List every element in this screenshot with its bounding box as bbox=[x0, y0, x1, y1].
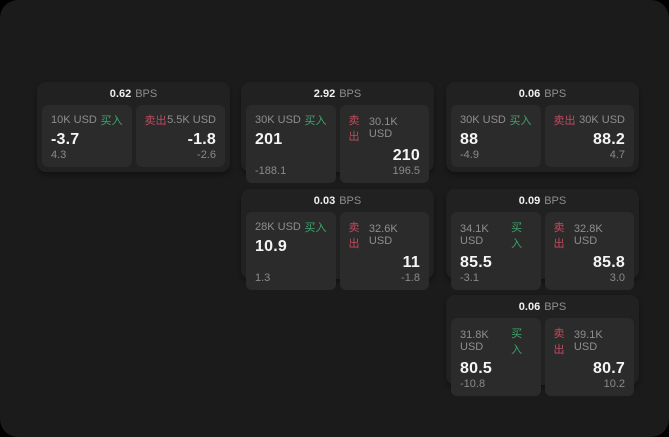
buy-amount: 28K USD bbox=[255, 221, 301, 233]
panels-row: 30K USD 买入 88 -4.9 卖出 30K USD 88.2 4.7 bbox=[446, 105, 639, 172]
bps-unit: BPS bbox=[339, 194, 362, 207]
sell-amount: 30.1K USD bbox=[368, 116, 398, 140]
panels-row: 30K USD 买入 201 -188.1 卖出 30.1K USD 210 1… bbox=[241, 105, 434, 188]
sell-label: 卖出 bbox=[553, 222, 565, 250]
sell-amount: 39.1K USD bbox=[573, 329, 603, 353]
sell-sub-value: -2.6 bbox=[197, 149, 216, 161]
panels-row: 28K USD 买入 10.9 1.3 卖出 32.6K USD 11 -1.8 bbox=[241, 212, 434, 295]
buy-label: 买入 bbox=[509, 115, 532, 127]
sell-amount: 30K USD bbox=[579, 114, 625, 126]
bps-value: 0.62 bbox=[109, 87, 132, 100]
sell-panel[interactable]: 卖出 32.8K USD 85.8 3.0 bbox=[544, 212, 634, 290]
bps-value: 0.06 bbox=[518, 87, 541, 100]
buy-amount: 34.1K USD bbox=[460, 223, 489, 247]
buy-label: 买入 bbox=[304, 115, 327, 127]
panels-row: 31.8K USD 买入 80.5 -10.8 卖出 39.1K USD 80.… bbox=[446, 318, 639, 401]
buy-price: 10.9 bbox=[255, 238, 287, 255]
quote-card: 0.03 BPS 28K USD 买入 10.9 1.3 卖出 32.6K US… bbox=[241, 189, 434, 290]
bps-value: 0.09 bbox=[518, 194, 541, 207]
sell-price: 85.8 bbox=[593, 254, 625, 271]
sell-sub-value: 4.7 bbox=[609, 149, 625, 161]
sell-sub-value: 196.5 bbox=[392, 165, 420, 177]
buy-sub-value: 1.3 bbox=[255, 272, 271, 284]
buy-price: 201 bbox=[255, 131, 283, 148]
card-header: 0.62 BPS bbox=[37, 82, 230, 105]
bps-unit: BPS bbox=[544, 300, 567, 313]
panels-row: 34.1K USD 买入 85.5 -3.1 卖出 32.8K USD 85.8… bbox=[446, 212, 639, 295]
bps-value: 0.03 bbox=[313, 194, 336, 207]
buy-label: 买入 bbox=[511, 328, 523, 356]
buy-price: 85.5 bbox=[460, 254, 492, 271]
buy-label: 买入 bbox=[511, 222, 523, 250]
card-header: 0.06 BPS bbox=[446, 82, 639, 105]
sell-amount: 5.5K USD bbox=[167, 114, 216, 126]
buy-sub-value: -10.8 bbox=[460, 378, 486, 390]
bps-unit: BPS bbox=[135, 87, 158, 100]
sell-label: 卖出 bbox=[348, 115, 360, 143]
sell-sub-value: 10.2 bbox=[603, 378, 625, 390]
sell-price: 80.7 bbox=[593, 360, 625, 377]
buy-panel[interactable]: 34.1K USD 买入 85.5 -3.1 bbox=[451, 212, 541, 290]
bps-value: 2.92 bbox=[313, 87, 336, 100]
quote-card: 2.92 BPS 30K USD 买入 201 -188.1 卖出 30.1K … bbox=[241, 82, 434, 183]
sell-panel[interactable]: 卖出 32.6K USD 11 -1.8 bbox=[339, 212, 429, 290]
buy-panel[interactable]: 30K USD 买入 201 -188.1 bbox=[246, 105, 336, 183]
sell-label: 卖出 bbox=[553, 328, 565, 356]
buy-amount: 30K USD bbox=[460, 114, 506, 126]
quote-card: 0.09 BPS 34.1K USD 买入 85.5 -3.1 卖出 32.8K… bbox=[446, 189, 639, 290]
sell-price: 88.2 bbox=[593, 131, 625, 148]
buy-price: 88 bbox=[460, 131, 479, 148]
buy-panel[interactable]: 31.8K USD 买入 80.5 -10.8 bbox=[451, 318, 541, 396]
sell-price: 210 bbox=[392, 147, 420, 164]
buy-panel[interactable]: 10K USD 买入 -3.7 4.3 bbox=[42, 105, 132, 167]
bps-value: 0.06 bbox=[518, 300, 541, 313]
buy-amount: 30K USD bbox=[255, 114, 301, 126]
card-header: 0.03 BPS bbox=[241, 189, 434, 212]
sell-panel[interactable]: 卖出 30K USD 88.2 4.7 bbox=[544, 105, 634, 167]
buy-sub-value: -4.9 bbox=[460, 149, 479, 161]
buy-label: 买入 bbox=[304, 222, 327, 234]
sell-price: 11 bbox=[402, 254, 420, 271]
sell-panel[interactable]: 卖出 39.1K USD 80.7 10.2 bbox=[544, 318, 634, 396]
buy-panel[interactable]: 28K USD 买入 10.9 1.3 bbox=[246, 212, 336, 290]
panels-row: 10K USD 买入 -3.7 4.3 卖出 5.5K USD -1.8 -2.… bbox=[37, 105, 230, 172]
buy-sub-value: -3.1 bbox=[460, 272, 479, 284]
sell-panel[interactable]: 卖出 5.5K USD -1.8 -2.6 bbox=[135, 105, 225, 167]
sell-label: 卖出 bbox=[144, 115, 167, 127]
sell-sub-value: 3.0 bbox=[609, 272, 625, 284]
buy-sub-value: -188.1 bbox=[255, 165, 287, 177]
sell-amount: 32.8K USD bbox=[573, 223, 603, 247]
buy-price: 80.5 bbox=[460, 360, 492, 377]
bps-unit: BPS bbox=[544, 194, 567, 207]
quote-card: 0.62 BPS 10K USD 买入 -3.7 4.3 卖出 5.5K USD… bbox=[37, 82, 230, 172]
card-header: 0.06 BPS bbox=[446, 295, 639, 318]
quote-card: 0.06 BPS 30K USD 买入 88 -4.9 卖出 30K USD 8… bbox=[446, 82, 639, 172]
quote-card: 0.06 BPS 31.8K USD 买入 80.5 -10.8 卖出 39.1… bbox=[446, 295, 639, 396]
card-header: 0.09 BPS bbox=[446, 189, 639, 212]
bps-unit: BPS bbox=[339, 87, 362, 100]
buy-price: -3.7 bbox=[51, 131, 80, 148]
buy-amount: 31.8K USD bbox=[460, 329, 489, 353]
sell-label: 卖出 bbox=[553, 115, 576, 127]
buy-label: 买入 bbox=[100, 115, 123, 127]
sell-label: 卖出 bbox=[348, 222, 360, 250]
card-header: 2.92 BPS bbox=[241, 82, 434, 105]
buy-panel[interactable]: 30K USD 买入 88 -4.9 bbox=[451, 105, 541, 167]
buy-sub-value: 4.3 bbox=[51, 149, 67, 161]
bps-unit: BPS bbox=[544, 87, 567, 100]
sell-amount: 32.6K USD bbox=[368, 223, 398, 247]
sell-panel[interactable]: 卖出 30.1K USD 210 196.5 bbox=[339, 105, 429, 183]
buy-amount: 10K USD bbox=[51, 114, 97, 126]
sell-price: -1.8 bbox=[187, 131, 216, 148]
sell-sub-value: -1.8 bbox=[401, 272, 420, 284]
